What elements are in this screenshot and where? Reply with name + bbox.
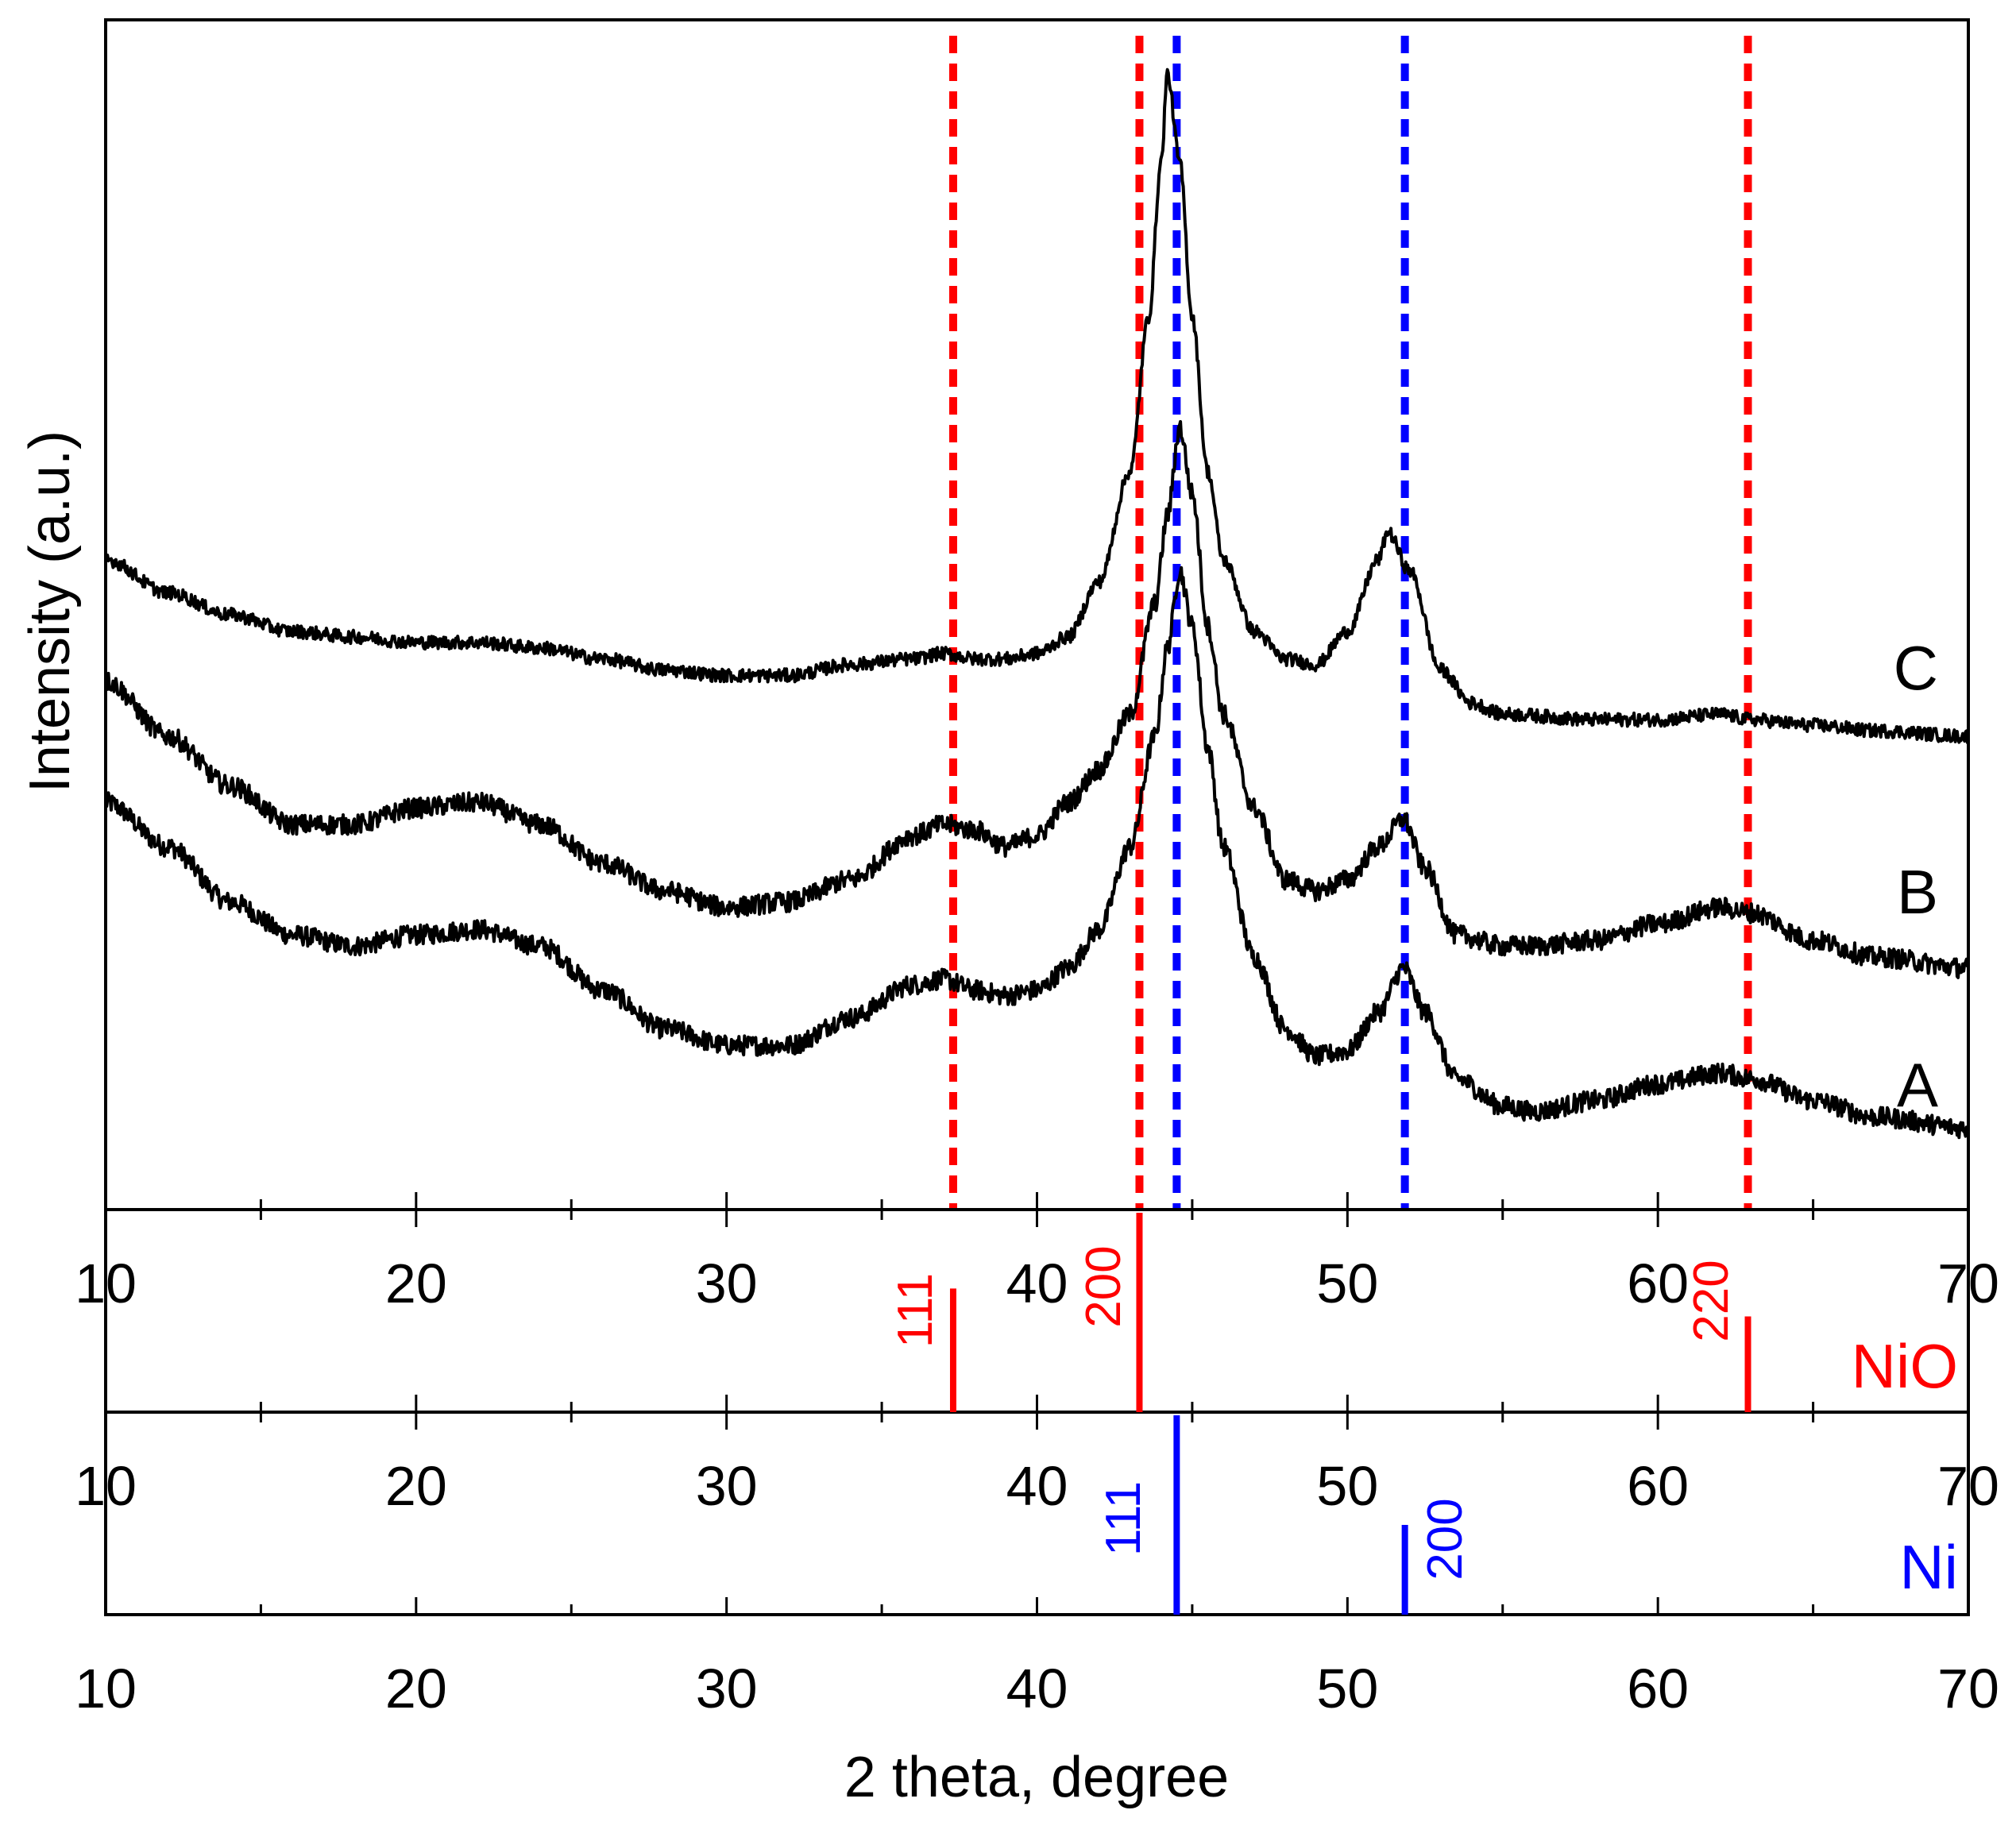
series-label-b: B xyxy=(1897,857,1938,927)
x-tick-label: 60 xyxy=(1627,1252,1689,1314)
tick-labels: 10 20 30 40 50 60 70 10 20 30 40 50 60 70 10 20 30 40 50 60… xyxy=(75,1252,1999,1719)
x-tick-label: 50 xyxy=(1316,1658,1378,1719)
ni-hkl-200: 200 xyxy=(1418,1498,1473,1580)
nio-hkl-111: 111 xyxy=(888,1273,943,1348)
reference-sticks xyxy=(949,1213,1751,1615)
x-tick-label: 70 xyxy=(1937,1252,1999,1314)
x-tick-label: 40 xyxy=(1006,1658,1068,1719)
x-axis-title: 2 theta, degree xyxy=(844,1746,1229,1809)
nio-hkl-220: 220 xyxy=(1684,1260,1739,1341)
y-axis-title: Intensity (a.u.) xyxy=(18,430,82,793)
x-tick-label: 30 xyxy=(696,1252,758,1314)
x-tick-label: 60 xyxy=(1627,1658,1689,1719)
x-tick-label: 10 xyxy=(75,1252,137,1314)
reference-lines xyxy=(948,36,1752,1208)
x-tick-label: 40 xyxy=(1006,1252,1068,1314)
series-label-a: A xyxy=(1897,1050,1938,1120)
ni-hkl-111: 111 xyxy=(1096,1481,1151,1556)
nio-hkl-200: 200 xyxy=(1076,1245,1131,1327)
x-tick-label: 10 xyxy=(75,1658,137,1719)
x-tick-label: 50 xyxy=(1316,1455,1378,1517)
x-tick-label: 70 xyxy=(1937,1455,1999,1517)
x-tick-label: 20 xyxy=(385,1252,447,1314)
x-tick-label: 30 xyxy=(696,1658,758,1719)
series-line-c xyxy=(104,68,1970,744)
tick-marks xyxy=(104,1192,1970,1615)
data-series xyxy=(104,68,1970,1140)
x-tick-label: 50 xyxy=(1316,1252,1378,1314)
x-tick-label: 40 xyxy=(1006,1455,1068,1517)
x-tick-label: 70 xyxy=(1937,1658,1999,1719)
x-tick-label: 30 xyxy=(696,1455,758,1517)
x-tick-label: 20 xyxy=(385,1455,447,1517)
series-label-c: C xyxy=(1894,633,1938,703)
x-tick-label: 10 xyxy=(75,1455,137,1517)
x-tick-label: 60 xyxy=(1627,1455,1689,1517)
main-panel-frame xyxy=(104,18,1970,1211)
x-tick-label: 20 xyxy=(385,1658,447,1719)
nio-pattern-label: NiO xyxy=(1852,1331,1958,1401)
ni-pattern-label: Ni xyxy=(1899,1532,1958,1602)
series-line-a xyxy=(104,565,1970,1140)
series-line-b xyxy=(104,419,1970,979)
